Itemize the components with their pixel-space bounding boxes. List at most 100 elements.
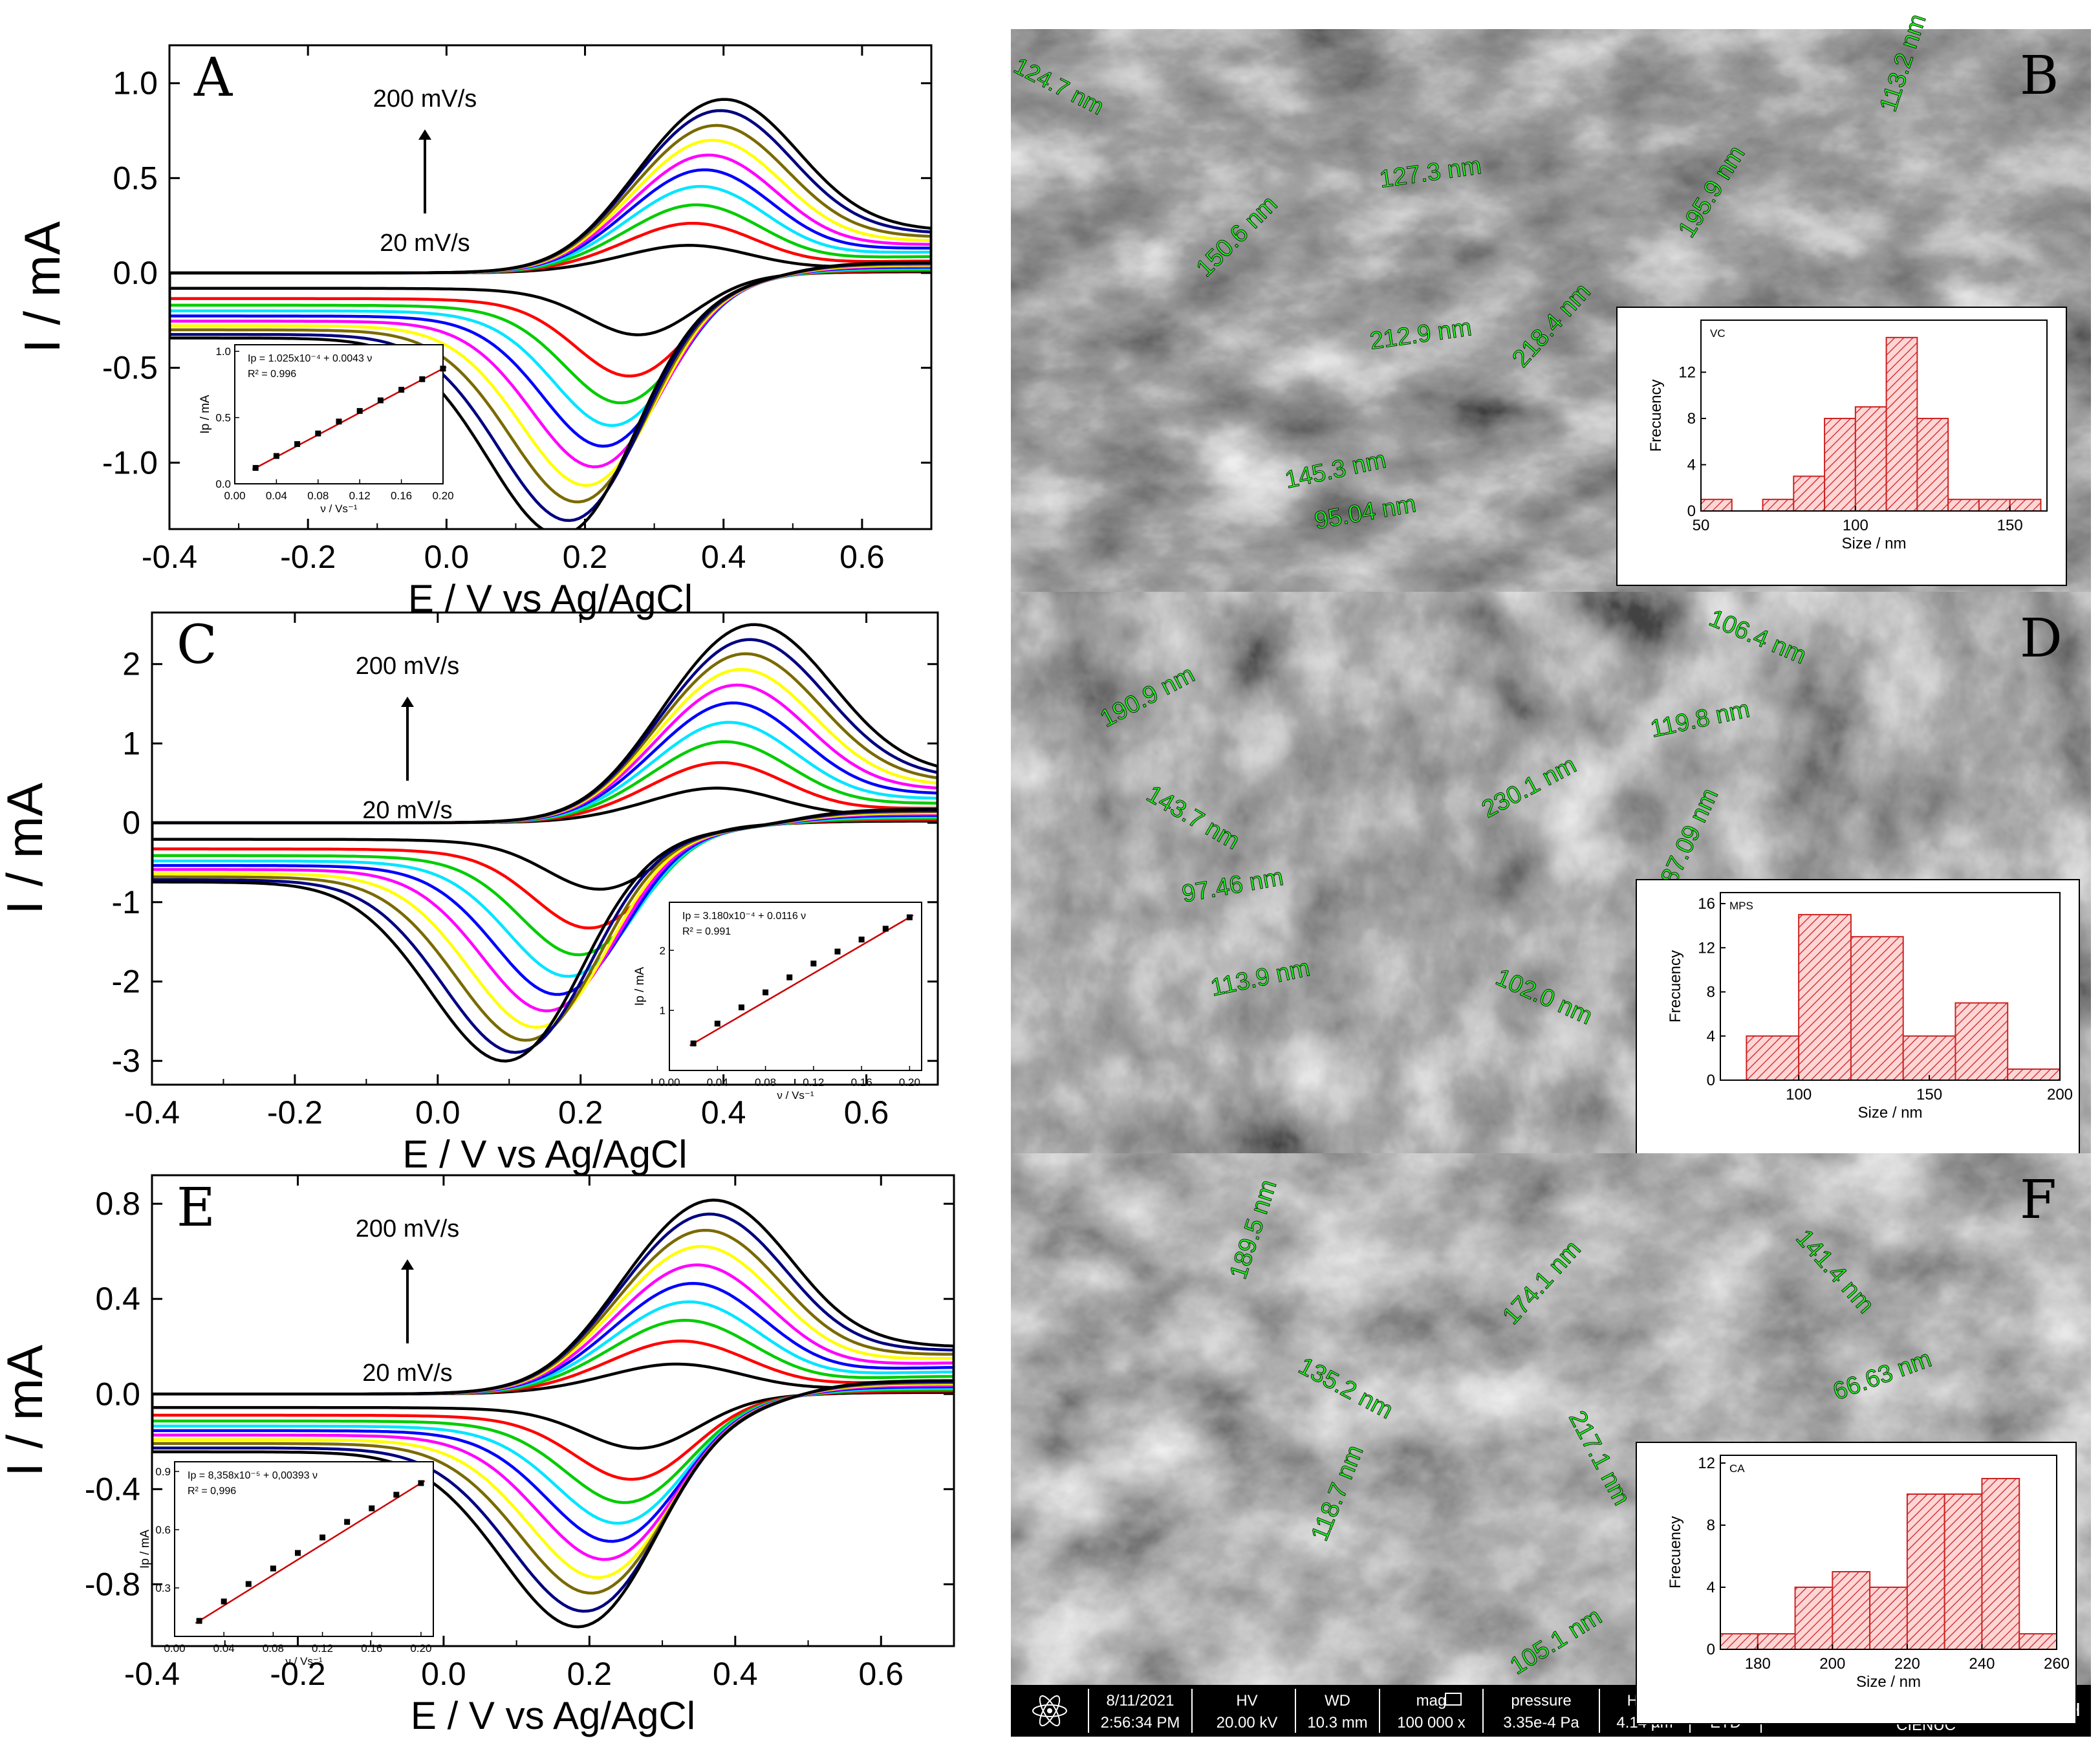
x-tick-label: -0.4 [142,539,197,575]
histogram-x-label: Size / nm [1856,1673,1921,1691]
inset-data-point [834,948,841,955]
inset-data-point [418,1480,424,1486]
y-tick-label: -3 [112,1043,140,1079]
inset-data-point [319,1534,326,1541]
atom-orbit [1032,1704,1067,1717]
panel-letter: C [177,614,217,676]
plot-frame [168,44,933,530]
histogram-y-tick-label: 8 [1707,984,1715,1001]
histogram-bar [1902,1035,1956,1081]
histogram-y-tick-label: 12 [1678,364,1696,381]
inset-x-tick-label: 0.00 [224,490,245,502]
inset-y-tick-label: 1 [660,1004,666,1017]
inset-data-point [738,1004,744,1010]
histogram-bar [1850,936,1904,1081]
histogram-bar [1943,1493,1983,1650]
inset-x-tick-label: 0.20 [432,490,453,502]
inset-x-tick-label: 0.20 [410,1642,431,1655]
histogram-bar [2007,1068,2061,1081]
y-tick-label: -1.0 [102,444,158,481]
inset-data-point [858,937,865,943]
inset-x-tick-label: 0.00 [164,1642,185,1655]
histogram-y-tick-label: 12 [1698,939,1715,957]
inset-x-tick-label: 0.16 [851,1076,872,1089]
x-tick-label: -0.2 [280,539,336,575]
y-tick-label: 1.0 [113,65,158,102]
inset-y-tick-label: 0.6 [155,1524,171,1536]
inset-data-point [252,464,259,471]
panel-letter: B [2020,45,2059,107]
y-axis-label: I / mA [0,1345,53,1477]
histogram-y-tick-label: 0 [1707,1641,1715,1658]
y-tick-label: 0.4 [95,1281,140,1317]
inset-x-label: ν / Vs⁻¹ [320,503,357,515]
scan-rate-high-label: 200 mV/s [356,1215,460,1242]
histogram-frame [1700,320,2048,512]
inset-y-label: Ip / mA [138,1530,152,1569]
histogram-y-tick-label: 12 [1698,1455,1715,1472]
x-tick-label: 0.4 [701,539,746,575]
histogram-bar [2009,499,2042,512]
inset-y-label: Ip / mA [633,967,647,1006]
x-tick-label: -0.4 [124,1094,180,1131]
histogram-D: 100 150 200 0 4 8 12 16 Size / nm Frecuency MPS [1636,879,2080,1155]
inset-data-point [245,1581,252,1587]
histogram-y-tick-label: 16 [1698,895,1715,913]
y-axis-label: I / mA [14,221,70,353]
histogram-bar [1762,499,1795,512]
histogram-x-tick-label: 180 [1745,1655,1771,1673]
inset-x-tick-label: 0.04 [266,490,287,502]
x-tick-label: -0.2 [267,1094,323,1131]
x-tick-label: 0.6 [859,1656,904,1692]
histogram-x-tick-label: 220 [1894,1655,1920,1673]
x-tick-label: 0.0 [424,539,470,575]
histogram-bar [1869,1587,1908,1650]
histogram-x-tick-label: 150 [1916,1086,1942,1103]
histogram-y-tick-label: 8 [1707,1517,1715,1534]
y-axis-label: I / mA [0,783,53,915]
mag-square-icon [1445,1693,1462,1706]
histogram-x-tick-label: 100 [1843,517,1868,534]
y-tick-label: 0 [122,805,140,841]
panel-letter: A [193,47,233,109]
y-tick-label: 2 [122,646,140,682]
scan-rate-high-label: 200 mV/s [373,85,477,113]
inset-frame [669,902,922,1071]
inset-data-point [906,914,913,920]
histogram-x-tick-label: 50 [1693,517,1710,534]
histogram-x-tick-label: 240 [1969,1655,1995,1673]
x-tick-label: 0.0 [415,1094,460,1131]
inset-data-point [440,365,446,372]
histogram-frame [1720,1455,2057,1650]
panel-letter: F [2020,1169,2057,1231]
inset-data-point [270,1565,276,1572]
inset-fit-line [195,1480,426,1624]
inset-x-tick-label: 0.00 [658,1076,680,1089]
histogram-legend: MPS [1729,900,1753,912]
inset-x-label: ν / Vs⁻¹ [777,1089,814,1101]
atom-icon [1032,1695,1067,1726]
inset-x-tick-label: 0.12 [312,1642,333,1655]
inset-data-point [377,397,384,404]
x-axis-label: E / V vs Ag/AgCl [402,1133,687,1176]
info-wd: 10.3 mm [1307,1714,1367,1731]
inset-x-label: ν / Vs⁻¹ [285,1655,322,1667]
histogram-y-tick-label: 4 [1707,1028,1715,1045]
histogram-y-tick-label: 4 [1687,456,1696,473]
histogram-x-label: Size / nm [1841,535,1906,552]
histogram-y-label: Frecuency [1647,379,1665,451]
inset-data-point [221,1598,227,1605]
histogram-legend: CA [1729,1462,1745,1475]
inset-data-point [810,960,817,967]
inset-y-tick-label: 0.5 [215,412,231,424]
inset-data-point [369,1505,375,1512]
histogram-y-tick-label: 8 [1687,410,1696,428]
histogram-bar [1885,336,1918,512]
inset-data-point [393,1492,400,1498]
inset-data-point [419,376,426,382]
histogram-bar [1794,1587,1834,1650]
inset-x-tick-label: 0.20 [899,1076,920,1089]
y-tick-label: -0.8 [85,1566,140,1602]
inset-fit-line [689,914,914,1047]
cv-curves [152,623,938,1063]
